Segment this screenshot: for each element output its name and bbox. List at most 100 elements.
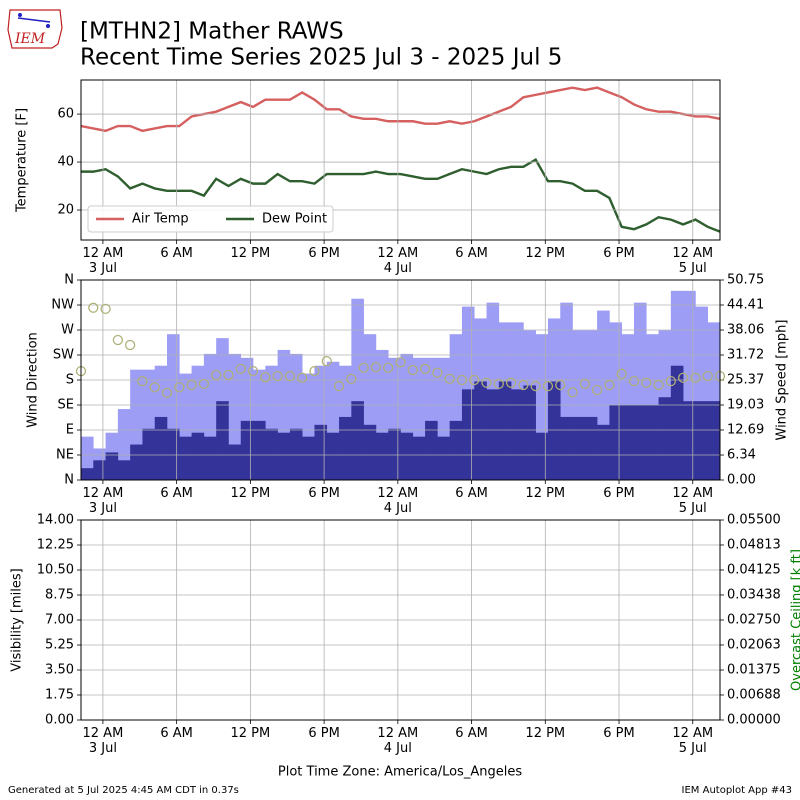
y2-tick-label: 6.34 (727, 448, 756, 463)
point (702, 370, 713, 382)
bar (461, 389, 475, 480)
y-tick-label: 20 (57, 203, 74, 218)
y-tick-label: N (64, 273, 74, 288)
point (174, 382, 185, 393)
y2-tick-label: 38.06 (727, 323, 764, 338)
point (321, 355, 332, 367)
x-tick-label: 6 AM (160, 246, 193, 261)
point (419, 363, 431, 375)
point (100, 303, 111, 315)
x-tick-label: 12 AM 4 Jul (377, 726, 419, 756)
y2-tick-label: 0.00 (727, 473, 756, 488)
point (88, 302, 99, 313)
point (309, 365, 320, 377)
point (260, 372, 271, 383)
bar (142, 428, 156, 480)
bar (621, 405, 635, 480)
logo-text: IEM (14, 31, 46, 47)
footer-left: Generated at 5 Jul 2025 4:45 AM CDT in 0… (8, 785, 239, 796)
logo-dot (46, 24, 50, 28)
point (186, 379, 197, 391)
panel: 0.00 1.75 3.50 5.25 7.00 8.75 10.50 12.25 14.00 0… (10, 513, 800, 728)
footer-right: IEM Autoplot App #43 (682, 785, 792, 796)
point (481, 377, 492, 388)
x-tick-label: 6 PM (603, 486, 635, 501)
y-axis-label: Visibility [miles] (10, 568, 25, 671)
bar (216, 401, 229, 480)
y-tick-label: S (66, 373, 74, 388)
point (370, 362, 382, 373)
bar (633, 405, 647, 480)
point (333, 380, 345, 392)
y-tick-label: NW (51, 298, 74, 313)
bar (339, 416, 352, 480)
y-tick-label: N (64, 473, 74, 488)
bar (609, 405, 622, 480)
point (112, 334, 124, 346)
point (137, 375, 148, 387)
bar (302, 436, 315, 480)
x-tick-label: 12 AM 3 Jul (82, 246, 124, 276)
point (247, 365, 259, 377)
bar (93, 460, 106, 480)
y2-axis-label: Wind Speed [mph] (775, 320, 790, 441)
bar (683, 401, 696, 480)
point (579, 378, 590, 390)
bar (363, 424, 377, 480)
point (211, 369, 222, 381)
y-tick-label: 10.50 (37, 563, 74, 578)
y-tick-label: 5.25 (45, 638, 74, 653)
y-axis-label: Wind Direction (26, 332, 41, 428)
x-tick-label: 12 PM (525, 486, 566, 501)
x-tick-label: 12 PM (230, 726, 271, 741)
x-tick-label: 6 PM (603, 246, 635, 261)
bar (474, 381, 487, 480)
bar (412, 436, 426, 480)
bar (314, 424, 328, 480)
bar (203, 436, 217, 480)
y-tick-label: 1.75 (45, 688, 74, 703)
x-tick-label: 6 AM (160, 726, 193, 741)
point (149, 382, 160, 393)
y2-tick-label: 0.04813 (727, 537, 781, 552)
plot-area (80, 86, 721, 233)
y2-tick-label: 0.01375 (727, 663, 781, 678)
bar (351, 401, 364, 480)
bar (105, 452, 119, 480)
point (505, 377, 517, 388)
bar (670, 365, 684, 480)
y2-tick-label: 12.69 (727, 422, 764, 437)
y2-tick-label: 50.75 (727, 273, 764, 288)
y-tick-label: W (61, 323, 74, 338)
x-tick-label: 6 PM (603, 726, 635, 741)
y2-tick-label: 31.72 (727, 347, 764, 362)
bar (572, 416, 586, 480)
bar (388, 428, 401, 480)
x-tick-label: 12 AM 5 Jul (672, 486, 714, 516)
y-tick-label: SE (58, 398, 74, 413)
point (235, 363, 246, 375)
x-tick-label: 6 AM (160, 486, 193, 501)
bar (277, 432, 291, 480)
bar (646, 405, 659, 480)
bar (289, 428, 303, 480)
x-tick-label: 12 AM 4 Jul (377, 486, 419, 516)
point (677, 372, 689, 383)
point (432, 367, 443, 378)
panel: 20 40 60 Temperature [F] Air Temp Dew Point (15, 79, 721, 244)
bar (375, 432, 389, 480)
x-tick-label: 6 AM (455, 246, 488, 261)
point (444, 373, 455, 385)
x-tick-label: 6 AM (455, 486, 488, 501)
y-tick-label: 40 (57, 155, 74, 170)
bar (511, 389, 524, 480)
point (518, 379, 529, 391)
bar (179, 436, 192, 480)
point (555, 379, 566, 391)
point (530, 380, 541, 392)
y-tick-label: 12.25 (37, 538, 74, 553)
y-tick-label: 7.00 (45, 613, 74, 628)
bar (154, 416, 168, 480)
